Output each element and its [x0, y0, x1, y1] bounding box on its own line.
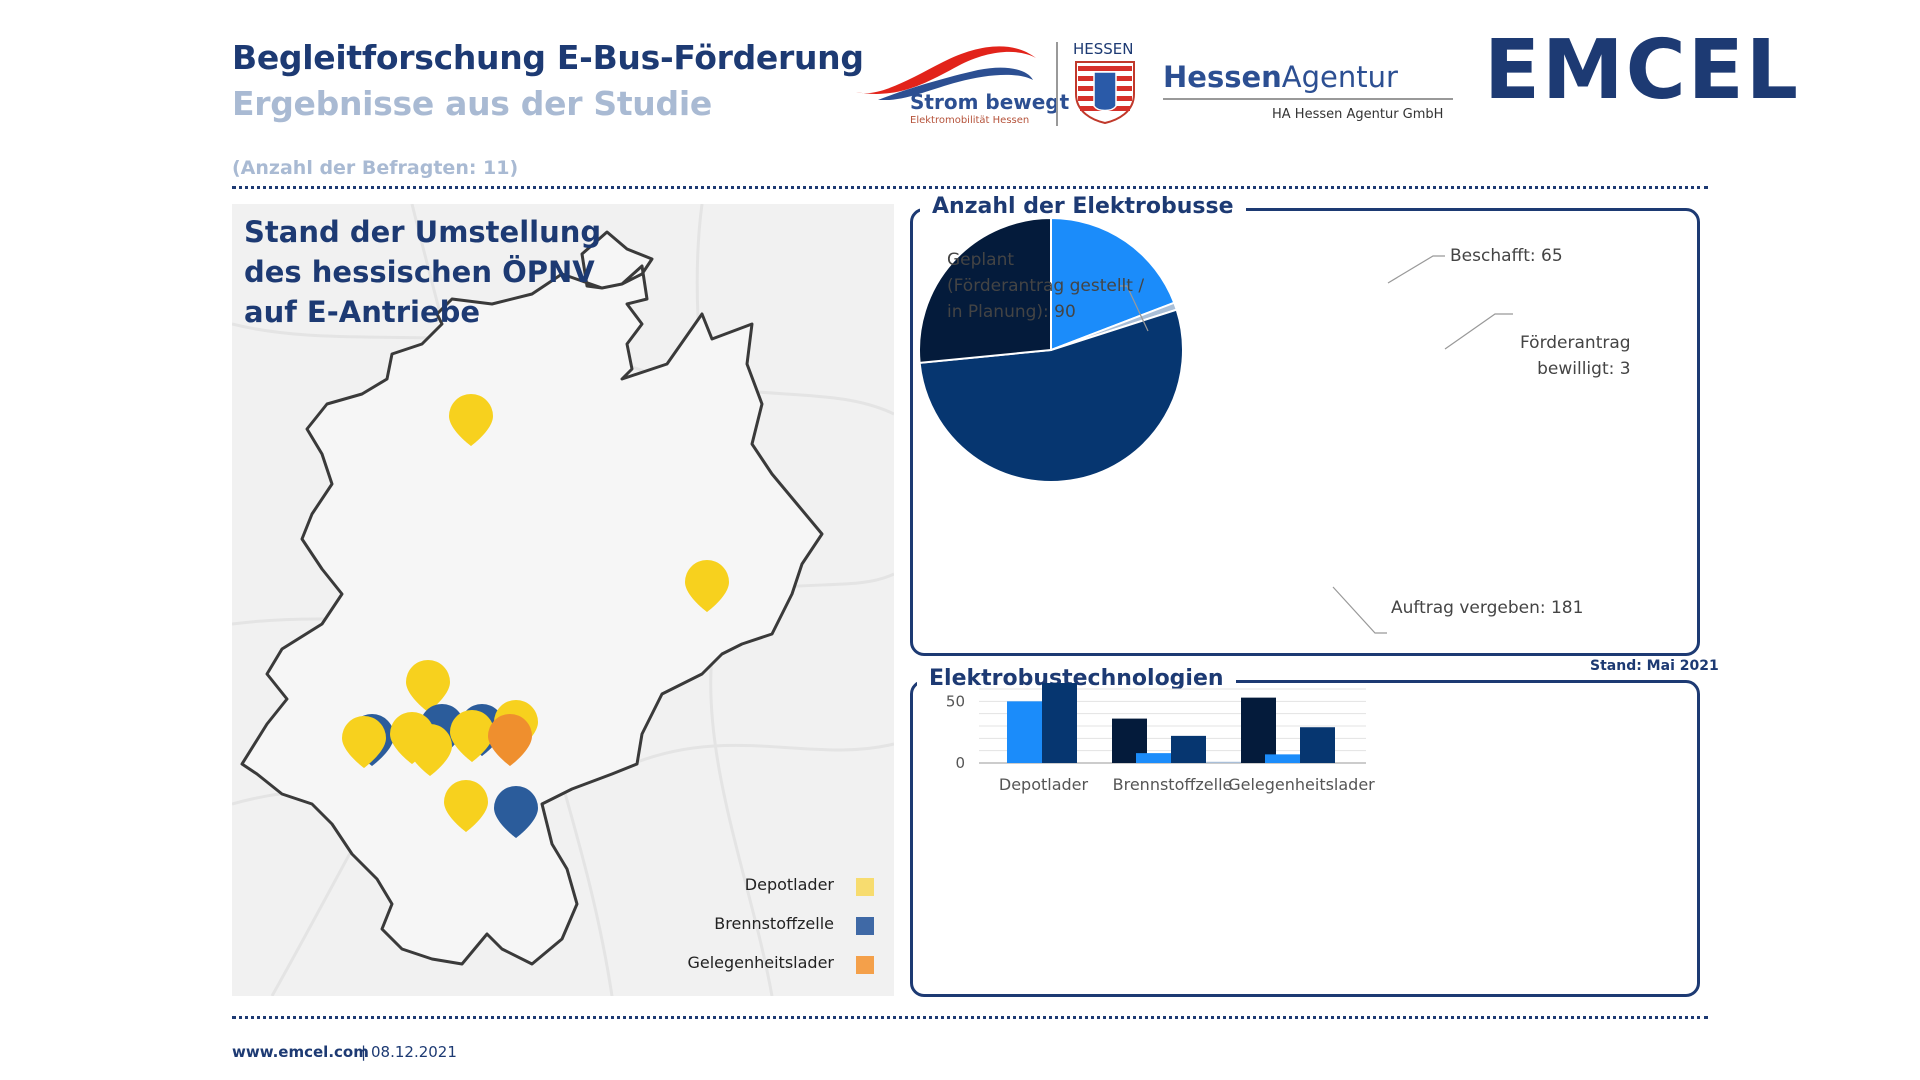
pie-label-line: Geplant [947, 250, 1015, 270]
x-tick-label: Gelegenheitslader [1228, 775, 1375, 794]
pie-chart [918, 216, 1513, 634]
data-date-note: Stand: Mai 2021 [1590, 658, 1719, 674]
leader-line-bewilligt [1444, 313, 1513, 350]
map-markers [342, 394, 729, 838]
map-title-line: Stand der Umstellung [244, 215, 602, 249]
x-tick-label: Brennstoffzelle [1113, 775, 1233, 794]
map-marker-depotlader [450, 710, 494, 762]
pie-label-geplant: Geplant (Förderantrag gestellt / in Plan… [947, 247, 1144, 325]
bar [1136, 753, 1171, 763]
y-tick-label: 50 [946, 692, 965, 710]
map-marker-brennstoffzelle [494, 786, 538, 838]
legend-label-brennstoffzelle: Brennstoffzelle [714, 914, 834, 933]
pie-label-bewilligt: Förderantrag bewilligt: 3 [1520, 330, 1631, 382]
emcel-logo: EMCEL [1484, 23, 1801, 118]
header-divider [232, 186, 1708, 189]
pie-label-line: bewilligt: 3 [1537, 359, 1631, 379]
map-marker-depotlader [449, 394, 493, 446]
legend-swatch-brennstoffzelle [856, 917, 874, 935]
respondents-note: (Anzahl der Befragten: 11) [232, 157, 519, 179]
strom-bewegt-logo-mark [856, 46, 1036, 100]
map-marker-depotlader [406, 660, 450, 712]
x-tick-label: Depotlader [999, 775, 1089, 794]
hessen-border [240, 230, 824, 966]
footer-divider [232, 1016, 1708, 1019]
leader-line-geplant [1119, 285, 1149, 332]
pie-label-line: in Planung): 90 [947, 302, 1076, 322]
bar-chart: 050100150 DepotladerBrennstoffzelleGeleg… [946, 683, 1375, 794]
pie-label-beschafft: Beschafft: 65 [1450, 246, 1563, 266]
pie-slice [918, 308, 1184, 483]
logo-divider [1056, 42, 1058, 126]
hessen-map [232, 204, 894, 996]
hessen-coat-of-arms-icon [1075, 61, 1135, 124]
website-link[interactable]: www.emcel.com [232, 1043, 369, 1061]
pie-label-line: (Förderantrag gestellt / [947, 276, 1145, 296]
hessen-agentur-logo-text: HessenAgentur [1163, 60, 1398, 94]
legend-swatch-gelegenheitslader [856, 956, 874, 974]
bar [1007, 701, 1042, 763]
strom-bewegt-logo-text: Strom bewegt [910, 90, 1070, 114]
map-marker-depotlader [408, 724, 452, 776]
bar [1206, 761, 1241, 763]
map-marker-depotlader [444, 780, 488, 832]
bar [1241, 697, 1276, 763]
hessen-label: HESSEN [1073, 40, 1134, 58]
pie-label-line: Förderantrag [1520, 333, 1631, 353]
page-subtitle: Ergebnisse aus der Studie [232, 84, 712, 123]
map-title-line: des hessischen ÖPNV [244, 255, 595, 289]
map-canvas [232, 204, 894, 996]
pie-slice [1050, 216, 1176, 352]
hessen-agentur-subtext: HA Hessen Agentur GmbH [1272, 107, 1444, 122]
bar [1265, 754, 1300, 763]
hessen-agentur-rule [1163, 98, 1453, 100]
pie-slice [918, 216, 1052, 364]
map-marker-depotlader [685, 560, 729, 612]
bar [1042, 683, 1077, 763]
bar [1300, 727, 1335, 763]
page-title: Begleitforschung E-Bus-Förderung [232, 38, 864, 77]
bar [1171, 735, 1206, 763]
footer-separator: | [361, 1043, 367, 1061]
legend-swatch-depotlader [856, 878, 874, 896]
legend-label-depotlader: Depotlader [744, 875, 834, 894]
y-tick-label: 0 [955, 754, 965, 772]
map-marker-depotlader [342, 716, 386, 768]
legend-label-gelegenheitslader: Gelegenheitslader [687, 953, 834, 972]
footer-date: 08.12.2021 [371, 1043, 457, 1061]
pie-panel-title: Anzahl der Elektrobusse [920, 194, 1246, 219]
leader-line-auftrag [1332, 586, 1387, 634]
map-title-line: auf E-Antriebe [244, 295, 481, 329]
strom-bewegt-logo-subtext: Elektromobilität Hessen [910, 115, 1030, 126]
map-marker-gelegenheitslader [488, 714, 532, 766]
leader-line-beschafft [1387, 255, 1445, 284]
pie-label-auftrag: Auftrag vergeben: 181 [1391, 598, 1584, 618]
map-title: Stand der Umstellung des hessischen ÖPNV… [244, 212, 601, 332]
